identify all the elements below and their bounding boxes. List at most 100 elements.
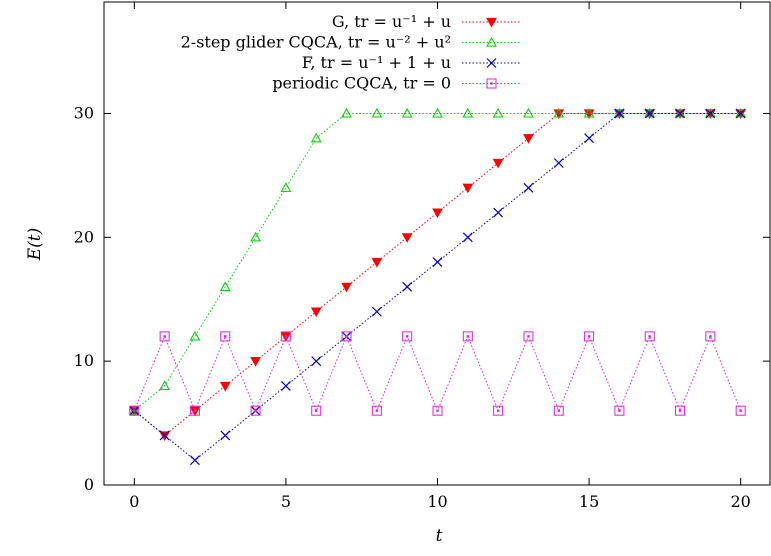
- data-point-dot: [375, 409, 379, 412]
- data-point: [493, 405, 504, 416]
- data-point-dot: [709, 335, 712, 338]
- data-point-square: [280, 331, 291, 342]
- data-point-dot: [345, 335, 348, 338]
- data-point: [584, 133, 595, 144]
- data-point: [371, 405, 382, 416]
- data-point: [250, 405, 261, 416]
- legend-label: F, tr = u⁻¹ + 1 + u: [302, 53, 451, 72]
- data-point: [189, 330, 201, 341]
- data-point: [219, 381, 231, 392]
- data-point: [705, 108, 716, 119]
- data-point: [432, 257, 443, 268]
- data-point: [250, 231, 261, 242]
- data-point: [220, 331, 231, 342]
- data-point-square: [189, 405, 200, 416]
- series-3: [129, 108, 746, 466]
- data-point-square: [523, 331, 534, 342]
- series-line: [134, 112, 741, 461]
- data-point: [432, 208, 443, 219]
- data-point: [341, 331, 352, 342]
- data-point: [402, 331, 413, 342]
- data-point: [159, 331, 170, 342]
- data-point: [129, 405, 140, 416]
- data-point: [735, 108, 746, 119]
- legend-label: G, tr = u⁻¹ + u: [332, 12, 451, 31]
- data-point: [311, 356, 322, 367]
- x-tick-label: 10: [427, 492, 447, 511]
- data-point-square: [311, 405, 322, 416]
- legend: G, tr = u⁻¹ + u 2-step glider CQCA, tr = …: [181, 12, 521, 93]
- data-point-dot: [254, 409, 257, 412]
- data-point: [159, 430, 170, 441]
- y-axis-label: E(t): [25, 228, 45, 262]
- data-point: [432, 405, 443, 416]
- data-point-square: [341, 331, 352, 342]
- data-point-square: [675, 405, 686, 416]
- data-point-dot: [133, 409, 136, 412]
- data-point: [401, 107, 413, 118]
- data-point: [675, 108, 685, 119]
- data-point: [735, 405, 746, 416]
- data-point: [280, 331, 291, 342]
- legend-entry-2: 2-step glider CQCA, tr = u⁻² + u²: [181, 33, 521, 52]
- series-4: [129, 331, 746, 416]
- data-point: [486, 17, 497, 28]
- data-point-dot: [405, 335, 409, 338]
- data-point: [462, 107, 474, 118]
- data-point: [371, 107, 383, 118]
- data-point: [280, 182, 292, 192]
- data-point: [486, 58, 497, 68]
- data-point-square: [644, 331, 655, 342]
- data-point: [189, 405, 200, 416]
- data-point: [486, 36, 497, 47]
- data-point-dot: [648, 335, 651, 338]
- series-line: [134, 112, 741, 437]
- data-point-square: [553, 405, 564, 416]
- data-point: [553, 107, 565, 118]
- data-point-dot: [284, 335, 288, 338]
- data-point: [280, 380, 291, 391]
- y-axis: 0 10 20 30: [74, 103, 770, 494]
- data-point-square: [220, 331, 231, 342]
- data-point: [341, 107, 352, 118]
- data-point: [311, 405, 322, 416]
- data-point: [462, 232, 473, 243]
- data-point-dot: [739, 409, 742, 412]
- data-point: [250, 357, 261, 367]
- x-tick-label: 5: [281, 492, 291, 511]
- data-point-square: [735, 405, 746, 416]
- x-tick-label: 15: [579, 492, 599, 511]
- series-line: [133, 335, 742, 413]
- data-point: [190, 455, 200, 466]
- data-point: [523, 182, 534, 193]
- data-point: [705, 331, 716, 342]
- data-point-dot: [436, 409, 439, 412]
- data-point: [523, 134, 534, 144]
- data-point-square: [129, 405, 140, 416]
- data-point-square: [705, 331, 716, 342]
- data-point-square: [371, 405, 382, 416]
- data-point: [492, 158, 504, 169]
- data-point-square: [402, 331, 413, 342]
- data-point: [220, 430, 231, 441]
- data-point-square: [486, 78, 497, 89]
- data-point-square: [614, 405, 625, 416]
- data-point-dot: [496, 409, 500, 412]
- data-point: [492, 107, 504, 118]
- data-point: [486, 78, 497, 89]
- data-point: [371, 257, 383, 268]
- data-point: [674, 107, 686, 118]
- data-point: [553, 405, 564, 416]
- data-point: [614, 108, 625, 119]
- series-1: [128, 109, 747, 441]
- data-point: [614, 405, 625, 416]
- data-point: [644, 108, 655, 119]
- data-point-square: [462, 331, 473, 342]
- data-point: [553, 158, 564, 168]
- data-point-dot: [678, 409, 682, 412]
- data-point: [584, 331, 595, 342]
- data-point-dot: [490, 82, 493, 85]
- data-point-dot: [193, 409, 197, 412]
- series-layer: [128, 107, 747, 466]
- x-tick-label: 20: [731, 492, 751, 511]
